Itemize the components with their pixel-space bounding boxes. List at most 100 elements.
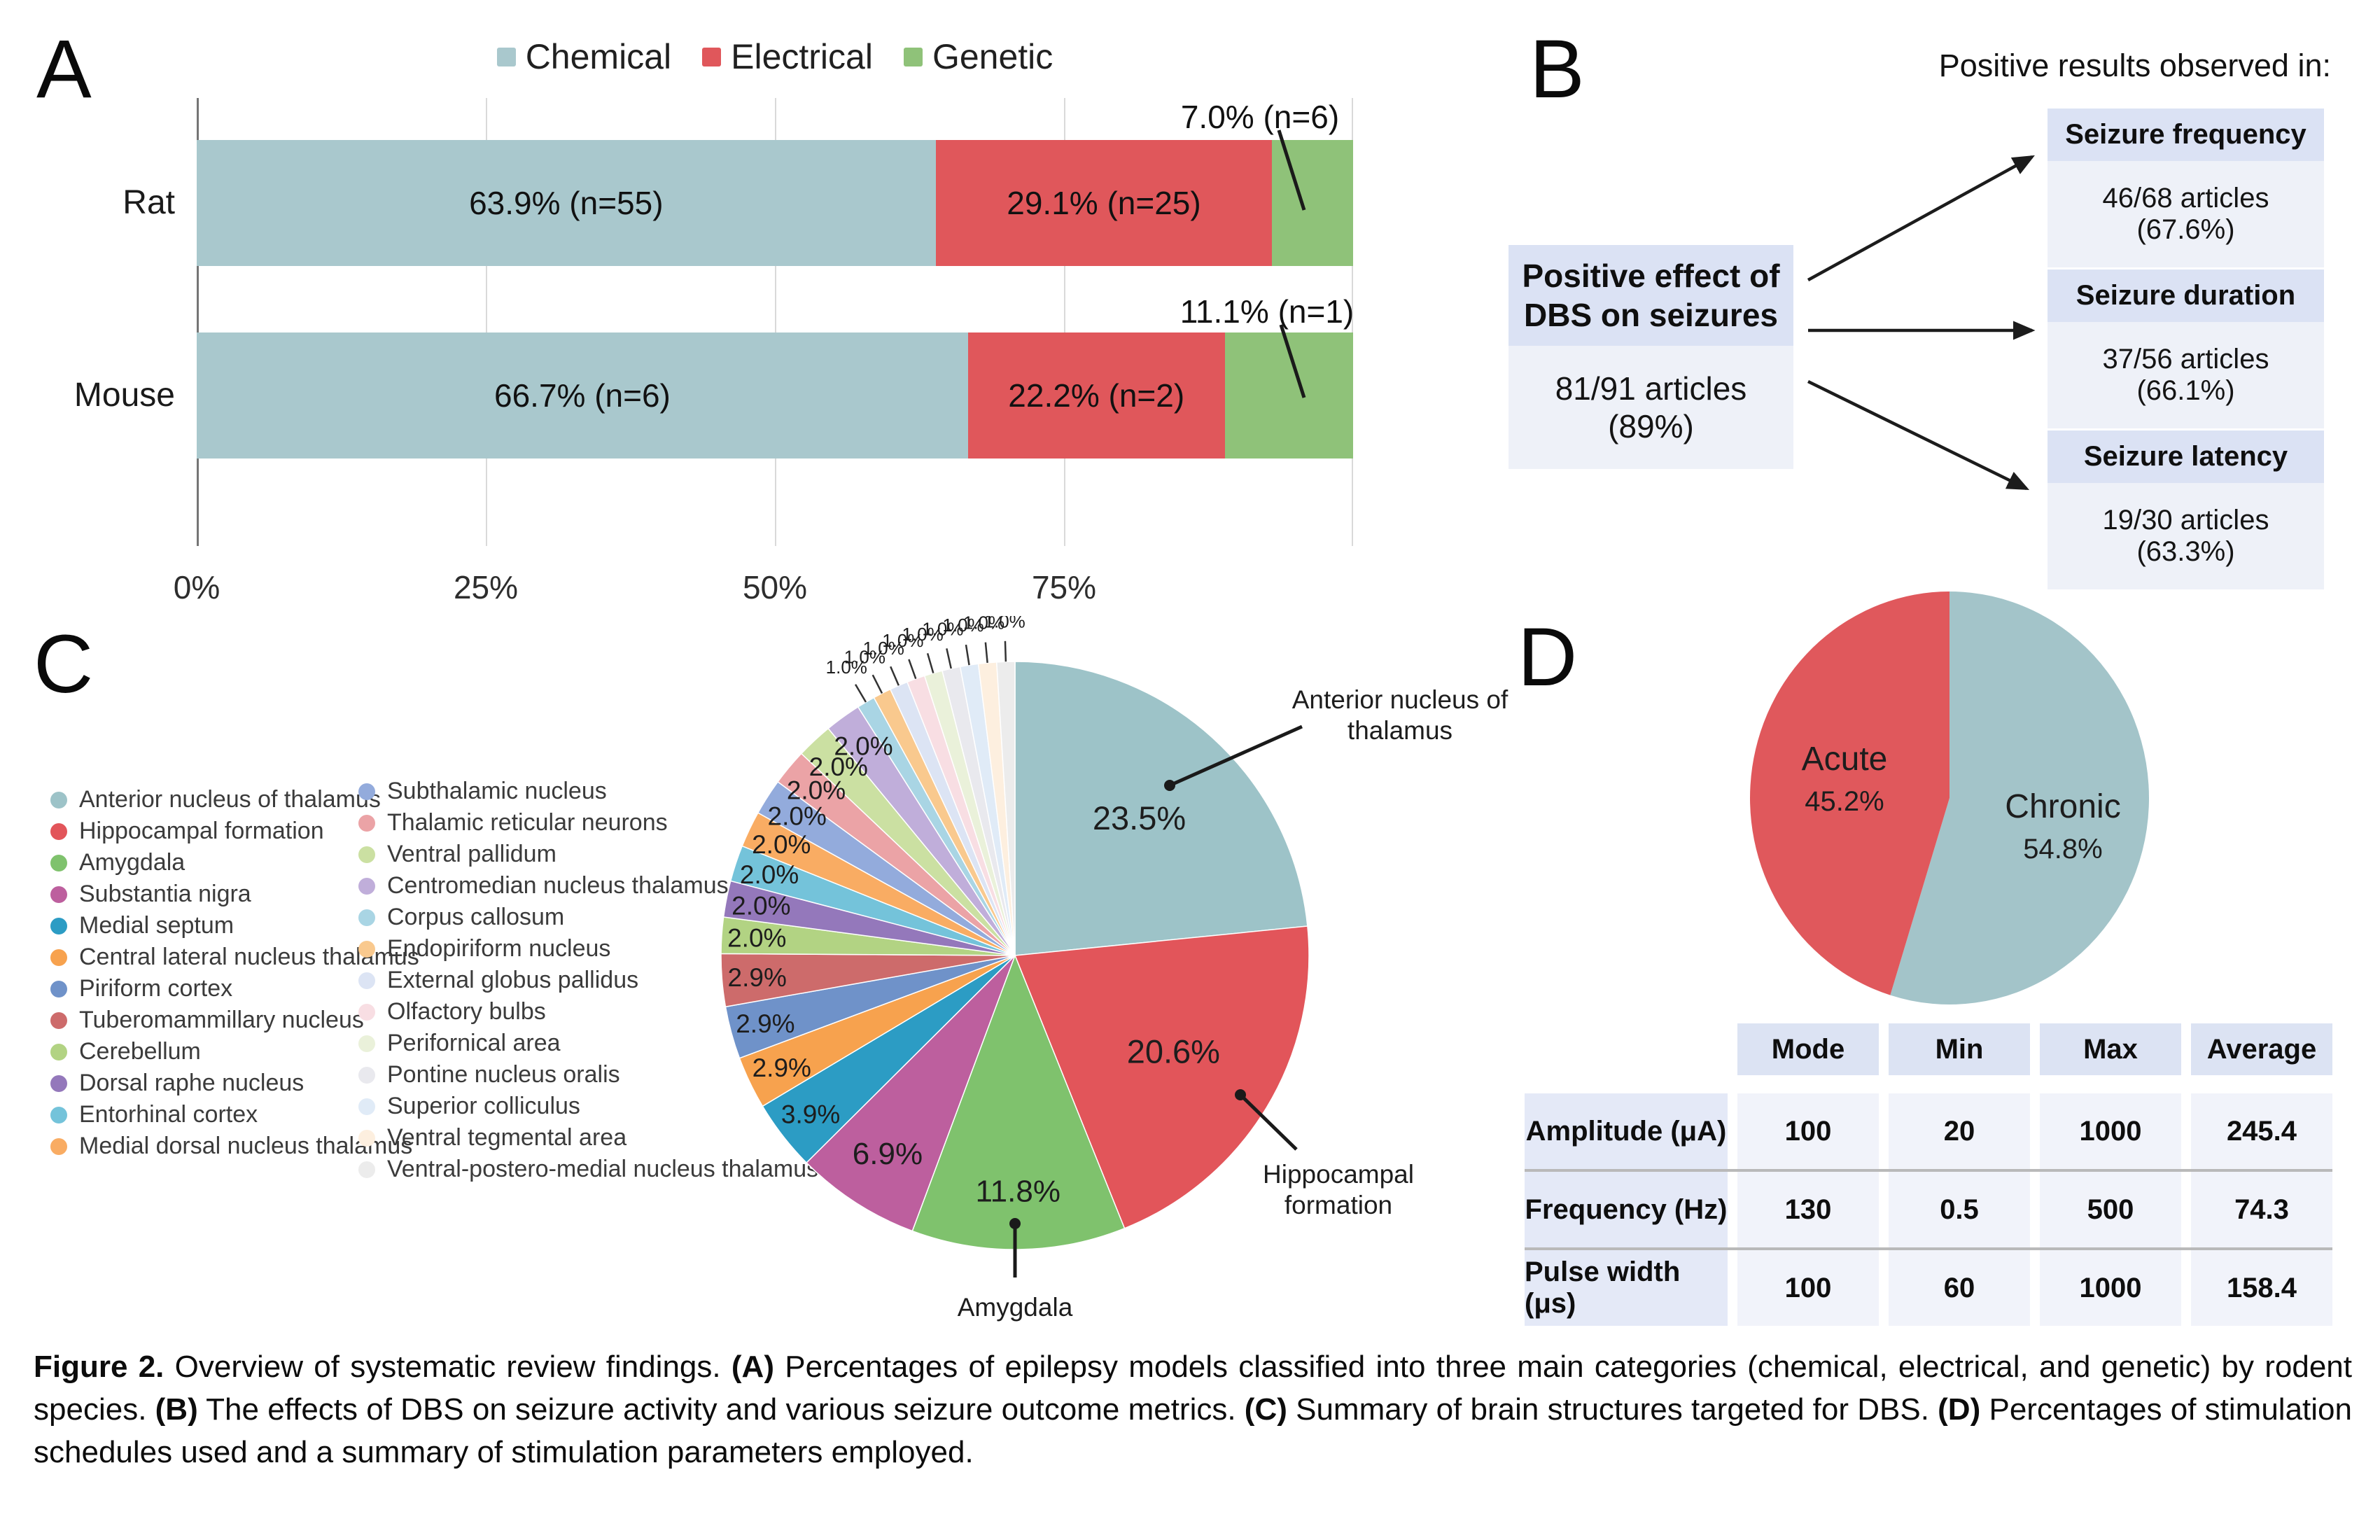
legend-label: Ventral pallidum bbox=[387, 841, 556, 867]
legend-label: Perifornical area bbox=[387, 1030, 561, 1056]
legend-dot bbox=[358, 909, 375, 926]
panel-c-letter: C bbox=[34, 618, 94, 710]
table-cell: 20 bbox=[1889, 1093, 2030, 1169]
caption-segment: Percentages of epilepsy models classifie… bbox=[34, 1350, 2352, 1427]
legend-item: Ventral pallidum bbox=[358, 839, 818, 870]
legend-label-genetic: Genetic bbox=[932, 37, 1054, 76]
legend-swatch-electrical bbox=[702, 47, 722, 66]
table-cell: 1000 bbox=[2040, 1093, 2181, 1169]
legend-label: Ventral tegmental area bbox=[387, 1124, 627, 1151]
legend-item: Medial septum bbox=[50, 910, 419, 941]
pie-pct-label-small: 1.0% bbox=[963, 616, 1004, 633]
legend-label: Corpus callosum bbox=[387, 904, 565, 930]
annotation-text-amygdala: Amygdala bbox=[958, 1293, 1073, 1322]
legend-item: Dorsal raphe nucleus bbox=[50, 1068, 419, 1099]
x-tick-75: 75% bbox=[1031, 569, 1097, 606]
pie-pct-label-small: 1.0% bbox=[902, 624, 943, 645]
legend-item: Olfactory bulbs bbox=[358, 996, 818, 1028]
seizure-duration-box: Seizure duration 37/56 articles (66.1%) bbox=[2047, 270, 2324, 428]
pie-pct-label-small: 1.0% bbox=[984, 616, 1026, 632]
arrow-to-latency bbox=[1807, 379, 2030, 491]
category-label-rat: Rat bbox=[122, 184, 175, 221]
caption-segment: Overview of systematic review findings. bbox=[164, 1350, 732, 1384]
legend-label: Endopiriform nucleus bbox=[387, 935, 611, 962]
bar-segment-chemical-rat: 63.9% (n=55) bbox=[197, 140, 936, 266]
gridline-100 bbox=[1352, 98, 1353, 546]
legend-dot bbox=[50, 917, 67, 934]
panel-d-letter: D bbox=[1518, 611, 1578, 704]
pie-pct-label-small: 1.0% bbox=[922, 619, 963, 640]
pie-slice-ventral-postero-medial-nucleus-thalamus bbox=[995, 661, 1016, 956]
table-row: Frequency (Hz) 130 0.5 500 74.3 bbox=[1525, 1172, 2332, 1247]
table-cell: 74.3 bbox=[2191, 1172, 2332, 1247]
pie-pct-label: 6.9% bbox=[853, 1137, 923, 1171]
table-cell: 130 bbox=[1737, 1172, 1879, 1247]
bar-value-label: 29.1% (n=25) bbox=[1007, 185, 1201, 221]
legend-dot bbox=[358, 1129, 375, 1147]
legend-dot bbox=[50, 980, 67, 997]
legend-label: Subthalamic nucleus bbox=[387, 778, 607, 804]
caption-segment: Percentages of stimulation schedules use… bbox=[34, 1392, 2352, 1469]
legend-item: Anterior nucleus of thalamus bbox=[50, 784, 419, 816]
positive-effect-box-value: 81/91 articles (89%) bbox=[1508, 346, 1793, 469]
gridline-50 bbox=[775, 98, 776, 546]
pie-leader-line bbox=[1004, 640, 1007, 662]
pie-pct-label: 2.9% bbox=[736, 1009, 794, 1038]
panel-a-letter: A bbox=[36, 23, 92, 115]
bar-value-label: 63.9% (n=55) bbox=[469, 185, 664, 221]
annotation-text-ant-2: thalamus bbox=[1348, 716, 1452, 745]
callout-line-rat-genetic bbox=[1277, 130, 1306, 211]
legend-dot bbox=[358, 940, 375, 958]
pie-slice-anterior-nucleus-of-thalamus bbox=[1014, 661, 1308, 956]
positive-effect-title-line2: DBS on seizures bbox=[1524, 297, 1778, 333]
legend-item: Perifornical area bbox=[358, 1028, 818, 1059]
legend-label: Anterior nucleus of thalamus bbox=[79, 786, 381, 813]
table-row: Amplitude (μA) 100 20 1000 245.4 bbox=[1525, 1093, 2332, 1169]
table-row-separator bbox=[1525, 1247, 2332, 1250]
brain-targets-pie-chart: 23.5%20.6%11.8%6.9%3.9%2.9%2.9%2.9%2.0%2… bbox=[720, 616, 1508, 1322]
pie-pct-label: 2.0% bbox=[787, 776, 846, 804]
legend-dot bbox=[358, 1003, 375, 1021]
legend-item: Ventral tegmental area bbox=[358, 1122, 818, 1154]
bar-segment-chemical-mouse: 66.7% (n=6) bbox=[197, 332, 968, 458]
legend-label: Ventral-postero-medial nucleus thalamus bbox=[387, 1156, 819, 1182]
legend-dot bbox=[358, 783, 375, 800]
legend-label: Substantia nigra bbox=[79, 881, 251, 907]
pie-pct-label: 2.0% bbox=[727, 924, 786, 953]
flow-arrows bbox=[1807, 155, 2036, 491]
legend-dot bbox=[358, 1098, 375, 1115]
legend-item-electrical: Electrical bbox=[702, 36, 873, 77]
legend-label-chemical: Chemical bbox=[525, 37, 672, 76]
x-tick-50: 50% bbox=[742, 569, 808, 606]
table-header-average: Average bbox=[2191, 1023, 2332, 1075]
legend-item: Hippocampal formation bbox=[50, 816, 419, 847]
table-header-min: Min bbox=[1889, 1023, 2030, 1075]
panel-b-letter: B bbox=[1530, 23, 1585, 115]
table-header-row: Mode Min Max Average bbox=[1525, 1023, 2332, 1075]
caption-bold-segment: (C) bbox=[1244, 1392, 1287, 1427]
legend-item: Substantia nigra bbox=[50, 878, 419, 910]
pie-pct-label: 2.9% bbox=[752, 1054, 811, 1082]
legend-label: Thalamic reticular neurons bbox=[387, 809, 668, 836]
pie-leader-line bbox=[984, 642, 988, 663]
bar-value-label: 22.2% (n=2) bbox=[1008, 377, 1185, 414]
caption-bold-segment: (A) bbox=[731, 1350, 774, 1384]
legend-label: Cerebellum bbox=[79, 1038, 201, 1065]
legend-label: Dorsal raphe nucleus bbox=[79, 1070, 304, 1096]
caption-bold-segment: (D) bbox=[1938, 1392, 1981, 1427]
legend-label-electrical: Electrical bbox=[731, 37, 873, 76]
legend-swatch-chemical bbox=[496, 47, 516, 66]
legend-dot bbox=[358, 1161, 375, 1178]
legend-dot bbox=[50, 886, 67, 903]
legend-label: Pontine nucleus oralis bbox=[387, 1061, 620, 1088]
pie-pct-label: 2.0% bbox=[768, 802, 827, 831]
table-cell: 100 bbox=[1737, 1250, 1879, 1326]
positive-effect-box: Positive effect of DBS on seizures 81/91… bbox=[1508, 245, 1793, 469]
table-row-label: Pulse width (μs) bbox=[1525, 1250, 1728, 1326]
pie-pct-label-small: 1.0% bbox=[882, 630, 923, 651]
table-row: Pulse width (μs) 100 60 1000 158.4 bbox=[1525, 1250, 2332, 1326]
x-tick-25: 25% bbox=[453, 569, 519, 606]
legend-item: Tuberomammillary nucleus bbox=[50, 1004, 419, 1036]
seizure-latency-value: 19/30 articles (63.3%) bbox=[2047, 483, 2324, 589]
pie-leader-line bbox=[854, 684, 867, 703]
